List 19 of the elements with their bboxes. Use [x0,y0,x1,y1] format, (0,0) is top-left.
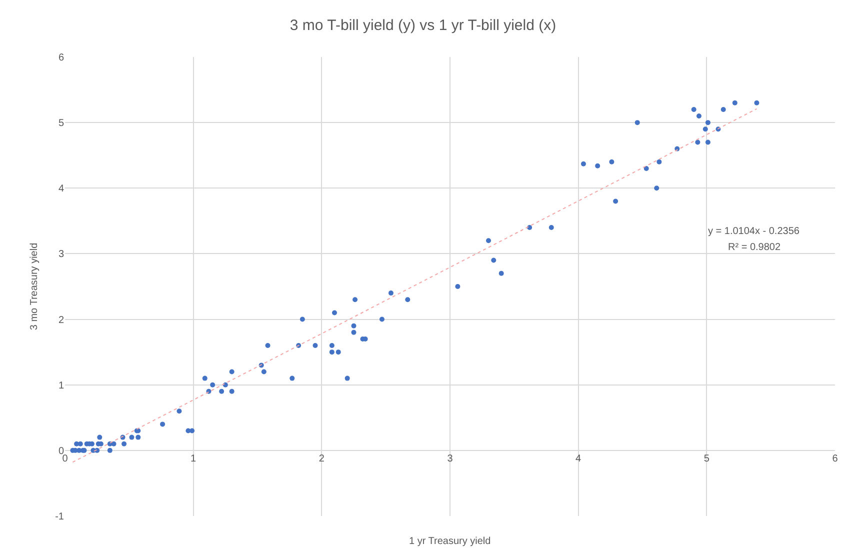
y-tick-label: 3 [58,249,64,260]
y-tick-label: 4 [58,184,64,195]
y-tick-label: 5 [58,118,64,130]
y-tick-label: -1 [55,512,64,522]
x-tick-label: 4 [576,453,582,464]
x-axis-title: 1 yr Treasury yield [409,536,491,547]
x-tick-label: 1 [190,453,197,464]
x-tick-label: 5 [704,453,710,464]
y-tick-label: 1 [58,380,64,392]
x-tick-label: 6 [832,453,838,464]
y-tick-label: 0 [58,446,64,457]
annotation: R² = 0.9802 [728,242,781,253]
chart-title: 3 mo T-bill yield (y) vs 1 yr T-bill yield (x) [290,16,556,34]
y-tick-label: 6 [58,52,64,64]
y-tick-label: 2 [58,314,64,326]
y-axis-title: 3 mo Treasury yield [29,242,40,330]
annotation: y = 1.0104x - 0.2356 [708,226,800,237]
x-tick-label: 3 [447,453,454,464]
x-tick-label: 2 [318,453,325,464]
